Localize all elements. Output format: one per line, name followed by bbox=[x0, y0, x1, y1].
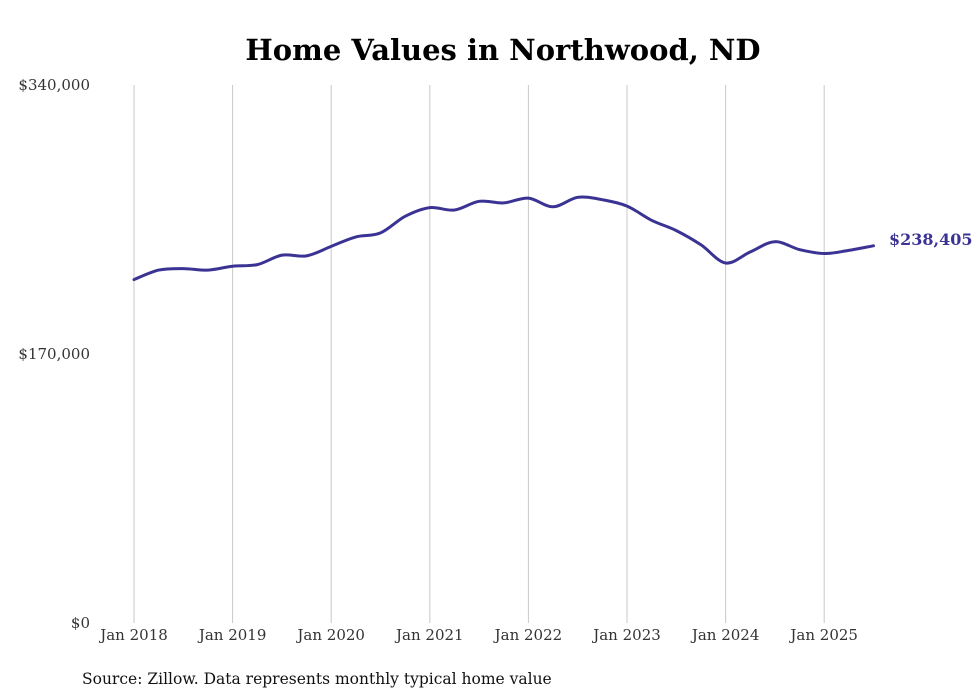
chart-title: Home Values in Northwood, ND bbox=[245, 33, 760, 67]
x-tick-label: Jan 2025 bbox=[788, 626, 858, 644]
y-tick-label: $170,000 bbox=[18, 345, 90, 363]
x-tick-label: Jan 2018 bbox=[98, 626, 168, 644]
y-tick-label: $340,000 bbox=[18, 76, 90, 94]
x-tick-label: Jan 2024 bbox=[690, 626, 760, 644]
source-note: Source: Zillow. Data represents monthly … bbox=[82, 670, 552, 688]
x-tick-label: Jan 2023 bbox=[591, 626, 661, 644]
series-line bbox=[132, 195, 875, 282]
x-tick-label: Jan 2019 bbox=[197, 626, 267, 644]
grid-lines bbox=[133, 85, 825, 623]
x-axis-ticks: Jan 2018 Jan 2019 Jan 2020 Jan 2021 Jan 2022… bbox=[98, 626, 858, 644]
y-tick-label: $0 bbox=[71, 614, 90, 632]
end-value-label: $238,405 bbox=[889, 230, 973, 249]
x-tick-label: Jan 2021 bbox=[394, 626, 464, 644]
x-tick-label: Jan 2020 bbox=[295, 626, 365, 644]
y-axis-ticks: $0 $170,000 $340,000 bbox=[18, 76, 90, 632]
x-tick-label: Jan 2022 bbox=[493, 626, 563, 644]
